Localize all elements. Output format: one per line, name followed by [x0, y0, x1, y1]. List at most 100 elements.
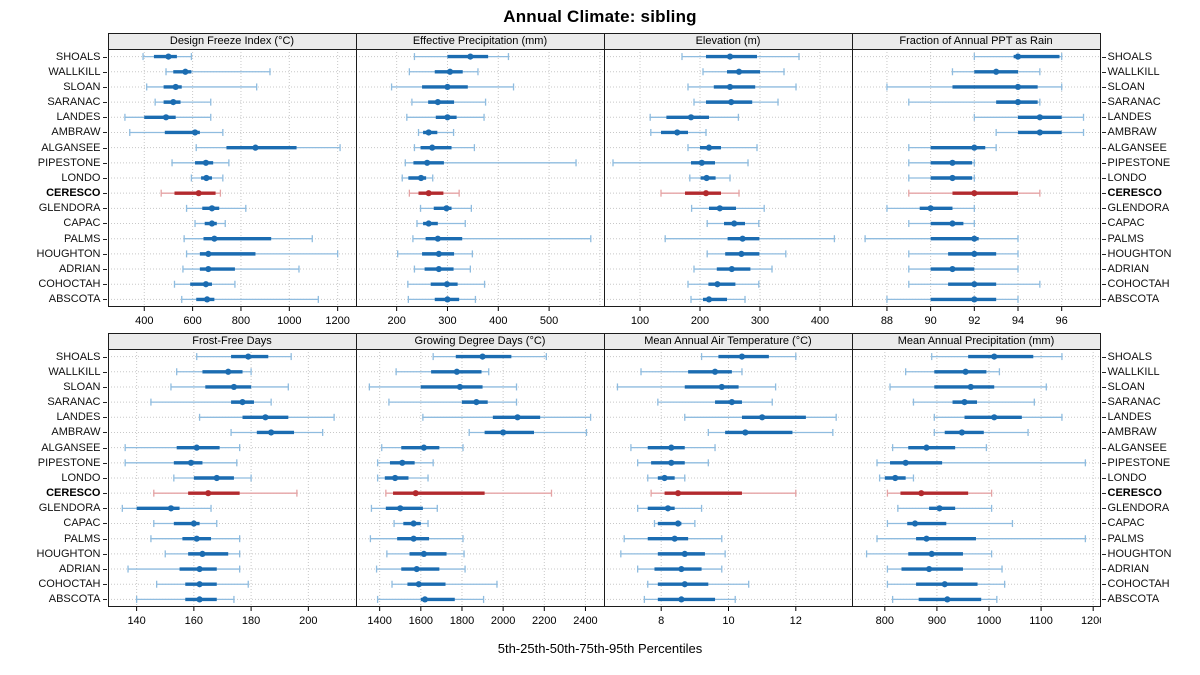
site-label: PALMS	[4, 231, 108, 246]
panel-frost-free-days: Frost-Free Days 140 160 180 200	[107, 333, 357, 631]
site-label: LANDES	[4, 110, 108, 125]
svg-text:1200: 1200	[1080, 615, 1100, 627]
x-axis: 200 300 400 500	[387, 307, 558, 327]
site-label: LONDO	[1101, 470, 1197, 485]
percentile-row-highlight	[160, 189, 221, 197]
site-label: PIPESTONE	[1101, 455, 1197, 470]
svg-text:1200: 1200	[325, 315, 349, 327]
percentile-row	[185, 204, 246, 212]
panel-fraction-of-annual-ppt-as-rain: Fraction of Annual PPT as Rain 88 90 92 94 96	[851, 33, 1101, 331]
svg-text:300: 300	[750, 315, 768, 327]
site-label: SLOAN	[1101, 379, 1197, 394]
percentile-row	[394, 368, 489, 376]
percentile-row	[376, 459, 434, 467]
plot-area	[355, 49, 605, 307]
percentile-row	[653, 520, 696, 528]
percentile-row	[896, 504, 992, 512]
percentile-row	[432, 353, 547, 361]
site-label-column-left: SHOALS WALLKILL SLOAN SARANAC LANDES AMBRAW AL…	[4, 333, 108, 631]
svg-text:1400: 1400	[367, 615, 391, 627]
site-label: ABSCOTA	[4, 592, 108, 607]
site-label: ADRIAN	[4, 561, 108, 576]
panel-growing-degree-days-c: Growing Degree Days (°C) 1400 1600 1800 2000…	[355, 333, 605, 631]
percentile-row	[646, 580, 749, 588]
figure-title: Annual Climate: sibling	[503, 7, 697, 26]
percentile-row	[701, 68, 785, 76]
percentile-row	[619, 550, 726, 558]
x-axis: 8 10 12	[658, 607, 801, 627]
percentile-row	[370, 504, 438, 512]
site-label: PIPESTONE	[4, 455, 108, 470]
percentile-row	[973, 113, 1084, 121]
percentile-row	[198, 413, 335, 421]
plot-area	[355, 349, 605, 607]
x-axis: 400 600 800 1000 1200	[135, 307, 349, 327]
site-label: ABSCOTA	[1101, 592, 1197, 607]
site-label: SHOALS	[4, 349, 108, 364]
site-label: COHOCTAH	[1101, 277, 1197, 292]
svg-text:2200: 2200	[532, 615, 556, 627]
svg-text:400: 400	[135, 315, 153, 327]
percentile-row	[636, 504, 702, 512]
percentile-row	[886, 580, 1005, 588]
percentile-row	[891, 595, 997, 603]
site-label: SLOAN	[1101, 79, 1197, 94]
site-label: HOUGHTON	[4, 546, 108, 561]
percentile-row	[468, 428, 587, 436]
site-label: CAPAC	[4, 216, 108, 231]
percentile-row	[875, 535, 1086, 543]
percentile-row	[611, 159, 749, 167]
percentile-row	[124, 444, 240, 452]
percentile-row	[149, 398, 272, 406]
percentile-row	[172, 474, 252, 482]
percentile-row	[885, 83, 1062, 91]
svg-text:1800: 1800	[449, 615, 473, 627]
percentile-row	[369, 535, 464, 543]
site-label: LONDO	[4, 470, 108, 485]
percentile-row	[683, 413, 837, 421]
percentile-row	[401, 174, 433, 182]
percentile-row	[413, 144, 475, 152]
site-label: CERESCO	[1101, 486, 1197, 501]
panel-mean-annual-air-temperature-c: Mean Annual Air Temperature (°C) 8 10 12	[603, 333, 853, 631]
svg-text:92: 92	[968, 315, 980, 327]
svg-text:94: 94	[1011, 315, 1023, 327]
site-label: LANDES	[1101, 110, 1197, 125]
percentile-row	[180, 295, 319, 303]
site-label: SARANAC	[1101, 395, 1197, 410]
percentile-row	[933, 413, 1063, 421]
percentile-row	[411, 235, 591, 243]
percentile-row	[368, 383, 517, 391]
figure-caption: 5th-25th-50th-75th-95th Percentiles	[497, 641, 703, 656]
percentile-row	[121, 504, 212, 512]
percentile-row	[387, 398, 517, 406]
svg-text:10: 10	[722, 615, 734, 627]
site-label: ADRIAN	[4, 261, 108, 276]
svg-text:800: 800	[231, 315, 249, 327]
percentile-row	[392, 520, 429, 528]
percentile-row-highlight	[659, 189, 740, 197]
site-label: LANDES	[4, 410, 108, 425]
percentile-row	[396, 250, 473, 258]
site-label: PIPESTONE	[4, 155, 108, 170]
site-label: AMBRAW	[1101, 125, 1197, 140]
plot-area	[107, 349, 357, 607]
site-label: PIPESTONE	[1101, 155, 1197, 170]
svg-text:1000: 1000	[976, 615, 1000, 627]
panel-effective-precipitation-mm: Effective Precipitation (mm) 200 300 400 500	[355, 33, 605, 331]
site-label: GLENDORA	[4, 501, 108, 516]
percentile-row	[907, 250, 1019, 258]
site-label: COHOCTAH	[4, 577, 108, 592]
percentile-row	[141, 53, 192, 61]
site-label: CAPAC	[1101, 216, 1197, 231]
site-label: WALLKILL	[1101, 64, 1197, 79]
site-label: LONDO	[4, 170, 108, 185]
percentile-row	[885, 204, 975, 212]
percentile-row	[408, 68, 479, 76]
site-label: HOUGHTON	[1101, 246, 1197, 261]
percentile-row-highlight	[649, 489, 796, 497]
percentile-row	[385, 550, 465, 558]
site-label: ADRIAN	[1101, 261, 1197, 276]
percentile-row	[692, 265, 773, 273]
site-label: GLENDORA	[1101, 501, 1197, 516]
